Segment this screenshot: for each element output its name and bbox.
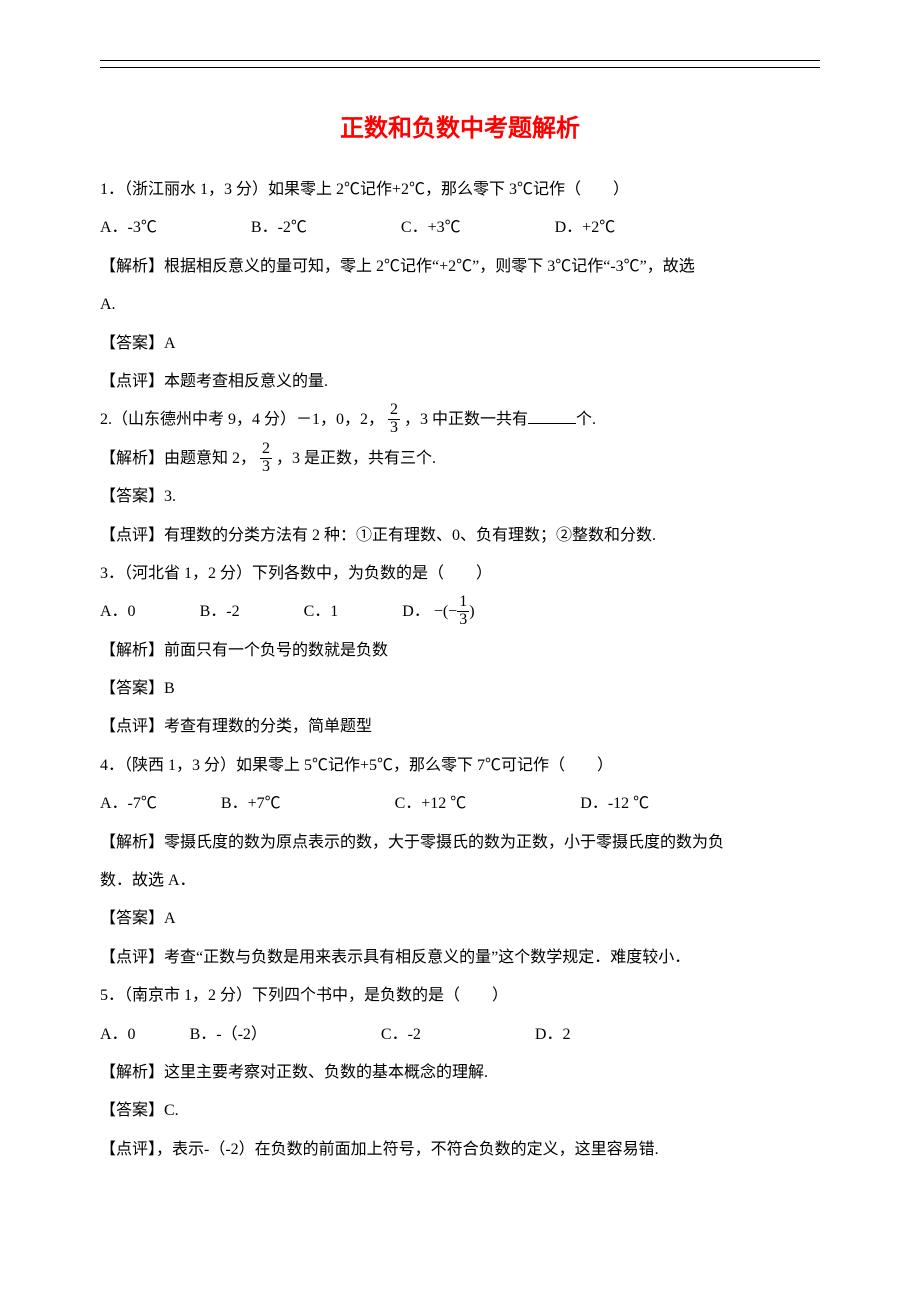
q3-opt-d-pre: D． — [402, 593, 430, 631]
q2-analysis: 【解析】由题意知 2， 2 3 ，3 是正数，共有三个. — [100, 440, 820, 478]
q1-options: A．-3℃ B．-2℃ C．+3℃ D．+2℃ — [100, 209, 820, 247]
q2-frac2-num: 2 — [260, 441, 272, 459]
q3-opt-b: B．-2 — [200, 593, 240, 631]
q1-opt-d: D．+2℃ — [555, 209, 616, 247]
q4-opt-a: A．-7℃ — [100, 785, 157, 823]
q2-stem-tail: 个. — [576, 411, 596, 428]
document-page: 正数和负数中考题解析 1．（浙江丽水 1，3 分）如果零上 2℃记作+2℃，那么… — [0, 0, 920, 1229]
q4-opt-c: C．+12 ℃ — [395, 785, 467, 823]
q1-opt-b: B．-2℃ — [251, 209, 307, 247]
q5-review: 【点评】，表示-（-2）在负数的前面加上符号，不符合负数的定义，这里容易错. — [100, 1131, 820, 1169]
q2-answer: 【答案】3. — [100, 478, 820, 516]
page-title: 正数和负数中考题解析 — [100, 108, 820, 143]
q2-review: 【点评】有理数的分类方法有 2 种：①正有理数、0、负有理数；②整数和分数. — [100, 517, 820, 555]
q5-opt-d: D．2 — [535, 1016, 571, 1054]
q5-options: A．0 B．-（-2） C．-2 D．2 — [100, 1016, 820, 1054]
q3-opt-d-outer: −(− — [434, 593, 457, 631]
q2-stem-post: ，3 中正数一共有 — [404, 411, 528, 428]
q3-opt-d: D． −(− 1 3 ) — [402, 593, 474, 631]
q1-analysis-2: A. — [100, 286, 820, 324]
q1-opt-a: A．-3℃ — [100, 209, 157, 247]
q1-opt-c: C．+3℃ — [401, 209, 461, 247]
top-rule-2 — [100, 67, 820, 68]
q2-analysis-pre: 【解析】由题意知 2， — [100, 450, 256, 467]
q2-fraction: 2 3 — [388, 402, 400, 437]
q3-stem: 3．（河北省 1，2 分）下列各数中，为负数的是（ ） — [100, 555, 820, 593]
q4-analysis-2: 数．故选 A． — [100, 862, 820, 900]
q5-stem: 5．（南京市 1，2 分）下列四个书中，是负数的是（ ） — [100, 977, 820, 1015]
q3-opt-a: A．0 — [100, 593, 136, 631]
q2-stem: 2.（山东德州中考 9，4 分）－1，0，2， 2 3 ，3 中正数一共有 个. — [100, 401, 820, 439]
top-rule-1 — [100, 60, 820, 61]
q4-answer: 【答案】A — [100, 900, 820, 938]
q3-options: A．0 B．-2 C．1 D． −(− 1 3 ) — [100, 593, 820, 631]
q5-opt-a: A．0 — [100, 1016, 136, 1054]
q4-stem: 4．（陕西 1，3 分）如果零上 5℃记作+5℃，那么零下 7℃可记作（ ） — [100, 747, 820, 785]
q3-review: 【点评】考查有理数的分类，简单题型 — [100, 708, 820, 746]
q5-opt-b: B．-（-2） — [190, 1016, 267, 1054]
q2-frac2-den: 3 — [260, 459, 272, 476]
q1-analysis: 【解析】根据相反意义的量可知，零上 2℃记作“+2℃”，则零下 3℃记作“-3℃… — [100, 248, 820, 286]
q4-review: 【点评】考查“正数与负数是用来表示具有相反意义的量”这个数学规定．难度较小． — [100, 939, 820, 977]
q3-analysis: 【解析】前面只有一个负号的数就是负数 — [100, 632, 820, 670]
q4-opt-b: B．+7℃ — [221, 785, 281, 823]
q3-frac-num: 1 — [457, 594, 469, 612]
q2-stem-pre: 2.（山东德州中考 9，4 分）－1，0，2， — [100, 411, 384, 428]
q1-stem: 1．（浙江丽水 1，3 分）如果零上 2℃记作+2℃，那么零下 3℃记作（ ） — [100, 171, 820, 209]
q4-analysis: 【解析】零摄氏度的数为原点表示的数，大于零摄氏的数为正数，小于零摄氏度的数为负 — [100, 824, 820, 862]
q3-opt-d-close: ) — [469, 593, 474, 631]
q2-analysis-post: ，3 是正数，共有三个. — [276, 450, 436, 467]
q2-fraction-2: 2 3 — [260, 441, 272, 476]
q2-frac-den: 3 — [388, 420, 400, 437]
q3-frac-den: 3 — [457, 612, 469, 629]
q5-opt-c: C．-2 — [381, 1016, 421, 1054]
q3-answer: 【答案】B — [100, 670, 820, 708]
q1-review: 【点评】本题考查相反意义的量. — [100, 363, 820, 401]
q4-options: A．-7℃ B．+7℃ C．+12 ℃ D．-12 ℃ — [100, 785, 820, 823]
q5-answer: 【答案】C. — [100, 1092, 820, 1130]
q2-frac-num: 2 — [388, 402, 400, 420]
q2-blank — [528, 407, 576, 424]
q4-opt-d: D．-12 ℃ — [580, 785, 649, 823]
q3-fraction: 1 3 — [457, 594, 469, 629]
q3-opt-c: C．1 — [304, 593, 339, 631]
q5-analysis: 【解析】这里主要考察对正数、负数的基本概念的理解. — [100, 1054, 820, 1092]
q1-answer: 【答案】A — [100, 325, 820, 363]
